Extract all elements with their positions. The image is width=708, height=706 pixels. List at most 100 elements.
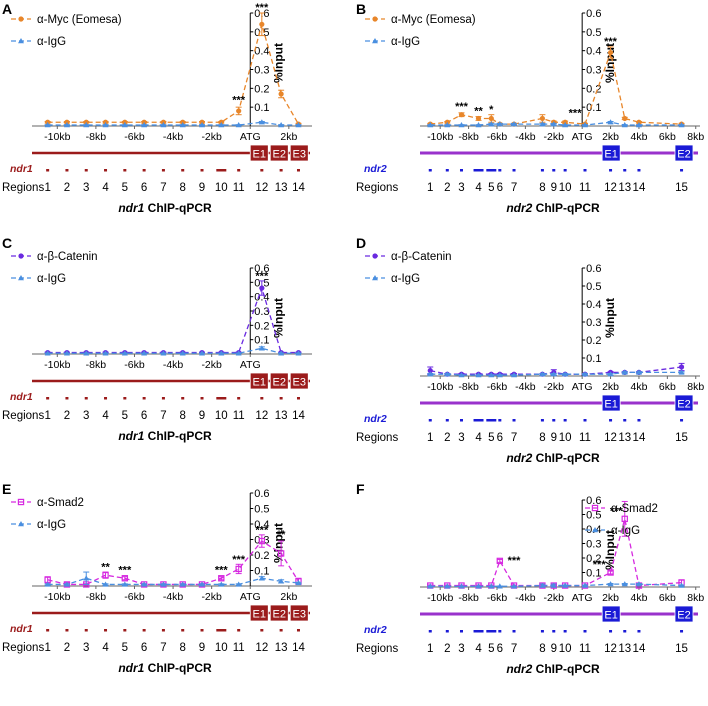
legend-marker: [372, 16, 378, 22]
data-point: [458, 372, 465, 378]
exon-label: E2: [677, 610, 690, 622]
y-tick-label: 0.2: [254, 550, 269, 562]
y-tick-label: 0.3: [586, 65, 601, 77]
significance-label: ***: [118, 565, 132, 577]
region-number: 7: [160, 410, 166, 422]
region-number: 5: [488, 643, 494, 655]
x-tick-label: -10kb: [44, 591, 70, 603]
data-point: [635, 122, 642, 128]
data-point: [427, 368, 433, 374]
data-point: [83, 575, 90, 581]
data-point: [635, 369, 642, 375]
data-point: [582, 371, 589, 377]
x-tick-label: -8kb: [86, 131, 107, 143]
data-point: [496, 372, 503, 378]
data-point: [607, 119, 614, 125]
significance-label: **: [277, 529, 286, 541]
series-line: [47, 285, 299, 354]
region-mark: [123, 629, 127, 632]
gene-name-label: ndr2: [364, 413, 387, 425]
legend-marker: [18, 521, 24, 527]
data-point: [496, 557, 504, 565]
region-number: 3: [458, 432, 464, 444]
panel-a: A -10kb -8kb -6kb -4kb -2kb ATG 2kb 0.1 0.2 0.3 0.4…: [2, 1, 312, 215]
title-suffix: ChIP-qPCR: [532, 201, 600, 215]
region-number: 11: [579, 182, 591, 194]
significance-label: **: [474, 106, 483, 118]
region-number: 4: [102, 182, 109, 194]
y-tick-label: 0.2: [254, 320, 269, 332]
data-point: [277, 550, 285, 557]
region-mark: [552, 419, 556, 422]
x-tick-label: -4kb: [163, 591, 184, 603]
legend-marker: [591, 504, 599, 512]
x-tick-label: -6kb: [124, 131, 145, 143]
data-point: [678, 582, 685, 588]
significance-label: ***: [255, 2, 269, 14]
region-number: 2: [444, 432, 450, 444]
significance-label: ***: [232, 554, 246, 566]
region-mark: [237, 397, 241, 400]
data-point: [141, 350, 148, 356]
y-tick-label: 0.5: [254, 504, 269, 516]
x-tick-label: 2kb: [280, 131, 297, 143]
data-point: [102, 350, 109, 356]
regions-label: Regions: [2, 182, 44, 194]
legend-label: α-Smad2: [611, 503, 658, 515]
exon-label: E1: [604, 610, 617, 622]
data-point: [63, 350, 70, 356]
region-mark: [181, 169, 185, 172]
region-number: 9: [551, 182, 557, 194]
x-tick-label: 2kb: [280, 591, 297, 603]
region-mark: [473, 169, 484, 172]
x-tick-label: -4kb: [515, 131, 536, 143]
x-tick-label: 4kb: [630, 592, 647, 604]
panel-letter: B: [356, 1, 366, 17]
x-tick-label: -2kb: [201, 359, 222, 371]
title-suffix: ChIP-qPCR: [144, 661, 212, 675]
significance-label: ***: [455, 101, 469, 113]
region-mark: [623, 630, 627, 633]
region-number: 12: [604, 432, 617, 444]
region-number: 13: [618, 432, 631, 444]
region-mark: [279, 629, 283, 632]
data-point: [582, 122, 589, 128]
data-point: [427, 122, 434, 128]
region-mark: [473, 630, 484, 633]
region-number: 5: [122, 182, 128, 194]
exon-label: E2: [677, 149, 690, 161]
region-number: 10: [559, 182, 572, 194]
data-point: [63, 581, 70, 587]
data-point: [488, 121, 495, 127]
y-axis-label: %Input: [603, 298, 617, 338]
exon-label: E2: [273, 377, 286, 389]
title-suffix: ChIP-qPCR: [144, 201, 212, 215]
y-tick-label: 0.6: [586, 8, 601, 20]
y-tick-label: 0.1: [254, 102, 269, 114]
x-tick-label: -2kb: [544, 592, 565, 604]
data-point: [278, 578, 285, 584]
y-tick-label: 0.2: [586, 553, 601, 565]
data-point: [278, 122, 285, 128]
panel-letter: D: [356, 235, 366, 251]
x-tick-label: -6kb: [487, 381, 508, 393]
y-axis-label: %Input: [271, 298, 285, 338]
y-axis-label: %Input: [271, 43, 285, 83]
data-point: [550, 371, 557, 377]
data-point: [511, 372, 518, 378]
data-point: [511, 583, 518, 589]
region-mark: [498, 169, 502, 172]
data-point: [539, 582, 546, 588]
x-tick-label: -4kb: [163, 131, 184, 143]
x-tick-label: -8kb: [86, 591, 107, 603]
exon-label: E1: [604, 149, 617, 161]
data-point: [607, 49, 614, 56]
data-point: [458, 112, 465, 118]
exon-box: [601, 394, 621, 412]
data-point: [83, 350, 90, 356]
region-mark: [459, 630, 463, 633]
region-number: 2: [64, 182, 70, 194]
region-number: 4: [102, 642, 109, 654]
data-point: [488, 115, 494, 122]
data-point: [607, 569, 614, 576]
